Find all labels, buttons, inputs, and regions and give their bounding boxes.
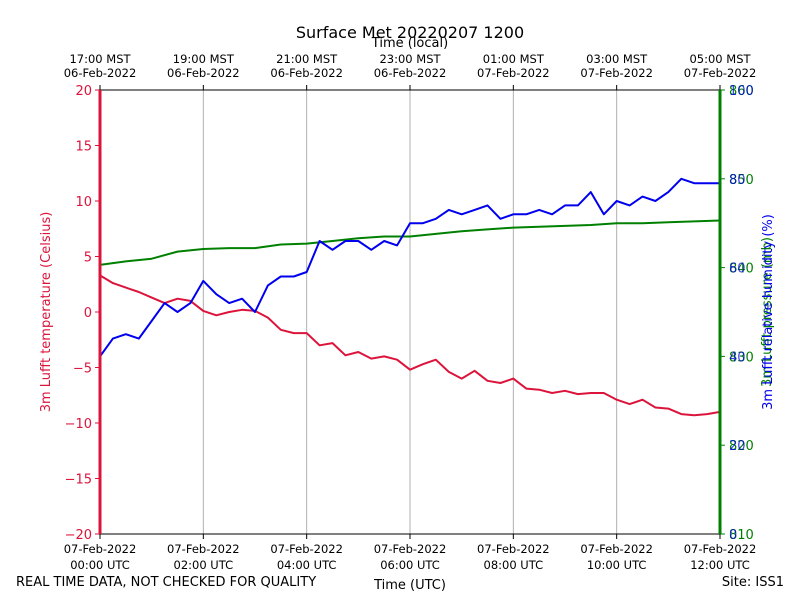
top-axis-label: Time (local) [371,36,448,51]
pressure-tick-label: 830 [729,350,754,365]
left-tick-label: −15 [65,473,92,488]
rh-tick-label: 60 [729,262,746,277]
rh-tick-label: 100 [729,84,754,99]
right-pressure-axis-label: 3m Lufft pressure (mb) [760,237,775,387]
bottom-tick-label-time: 02:00 UTC [174,558,234,572]
top-tick-label-time: 17:00 MST [69,52,131,66]
rh-tick-label: 80 [729,173,746,188]
pressure-tick-label: 840 [729,262,754,277]
vertical-gridlines [202,90,618,534]
bottom-tick-label-date: 07-Feb-2022 [64,542,137,556]
top-tick-label-time: 03:00 MST [586,52,648,66]
right-pressure-axis-ticks: 810 820 830 840 850 860 [720,84,754,543]
bottom-tick-label-date: 07-Feb-2022 [167,542,240,556]
top-tick-label-date: 06-Feb-2022 [64,66,137,80]
top-tick-label-date: 06-Feb-2022 [374,66,447,80]
rh-tick-label: 0 [729,528,737,543]
top-tick-label-time: 23:00 MST [379,52,441,66]
top-tick-label-date: 07-Feb-2022 [684,66,757,80]
top-tick-label-time: 01:00 MST [483,52,545,66]
rh-tick-label: 40 [729,350,746,365]
left-tick-label: −5 [73,362,92,377]
right-rh-axis-label: 3m Lufft relative humidity (%) [761,214,776,410]
top-tick-label-time: 19:00 MST [173,52,235,66]
left-tick-label: −20 [65,528,92,543]
pressure-tick-label: 850 [729,173,754,188]
bottom-tick-label-date: 07-Feb-2022 [374,542,447,556]
top-tick-label-date: 06-Feb-2022 [270,66,343,80]
bottom-tick-label-time: 04:00 UTC [277,558,337,572]
left-tick-label: −10 [65,417,92,432]
bottom-tick-label-time: 12:00 UTC [690,558,750,572]
top-tick-label-date: 06-Feb-2022 [167,66,240,80]
left-tick-label: 15 [75,140,92,155]
site-label: Site: ISS1 [721,575,784,590]
right-rh-axis-ticks: 0 20 40 60 80 100 [729,84,754,543]
pressure-tick-label: 860 [729,84,754,99]
series-line-temperature [99,274,721,417]
top-tick-label-time: 05:00 MST [689,52,751,66]
bottom-axis-label: Time (UTC) [373,578,446,593]
bottom-tick-label-time: 06:00 UTC [380,558,440,572]
series-line-pressure [99,219,721,266]
bottom-tick-label-date: 07-Feb-2022 [580,542,653,556]
bottom-tick-label-date: 07-Feb-2022 [684,542,757,556]
series-line-relative-humidity [99,177,720,357]
pressure-tick-label: 820 [729,439,754,454]
chart-title: Surface Met 20220207 1200 [296,23,524,42]
top-tick-label-date: 07-Feb-2022 [580,66,653,80]
left-tick-label: 10 [75,195,92,210]
left-axis-ticks: −20 −15 −10 −5 0 5 10 15 20 [65,84,100,543]
left-tick-label: 0 [84,306,92,321]
left-axis-label: 3m Lufft temperature (Celsius) [39,212,54,413]
bottom-tick-label-time: 08:00 UTC [484,558,544,572]
bottom-tick-label-date: 07-Feb-2022 [270,542,343,556]
bottom-tick-label-time: 10:00 UTC [587,558,647,572]
left-tick-label: 20 [75,84,92,99]
left-tick-label: 5 [84,251,92,266]
bottom-axis-ticks: 07-Feb-2022 00:00 UTC 07-Feb-2022 02:00 UTC… [64,534,757,572]
rh-tick-label: 20 [729,439,746,454]
top-tick-label-date: 07-Feb-2022 [477,66,550,80]
pressure-tick-label: 810 [729,528,754,543]
data-quality-note: REAL TIME DATA, NOT CHECKED FOR QUALITY [16,575,317,590]
series-layer [99,177,721,417]
top-tick-label-time: 21:00 MST [276,52,338,66]
bottom-tick-label-date: 07-Feb-2022 [477,542,550,556]
bottom-tick-label-time: 00:00 UTC [70,558,130,572]
